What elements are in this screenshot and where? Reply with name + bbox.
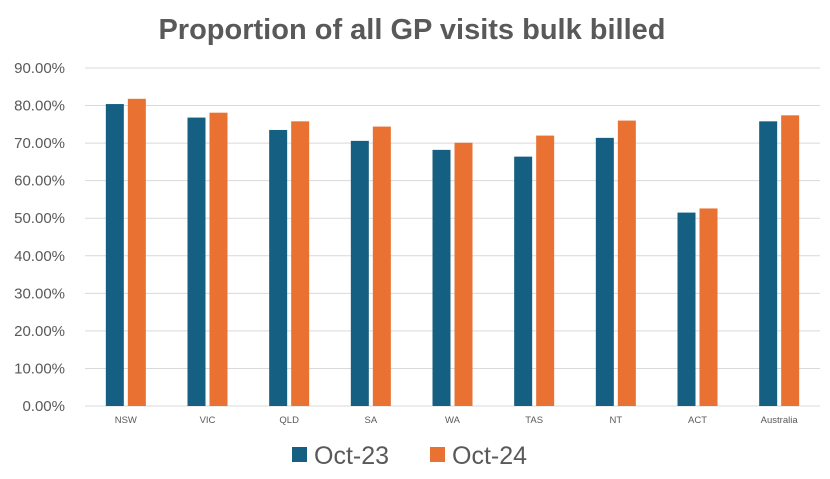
x-tick-label: VIC (200, 415, 216, 426)
legend-swatch-oct-24 (430, 447, 445, 462)
y-tick-label: 40.00% (14, 248, 65, 265)
bar-qld-oct-24 (291, 121, 310, 406)
y-tick-label: 0.00% (22, 398, 65, 415)
legend-label-oct-24: Oct-24 (452, 442, 527, 470)
legend-swatch-oct-23 (292, 447, 307, 462)
bar-qld-oct-23 (269, 129, 288, 406)
bar-nt-oct-24 (617, 120, 636, 407)
bar-act-oct-23 (677, 212, 696, 406)
y-tick-label: 60.00% (14, 173, 65, 190)
bar-vic-oct-23 (187, 117, 206, 406)
bar-sa-oct-23 (350, 140, 369, 406)
legend-label-oct-23: Oct-23 (314, 442, 389, 470)
y-axis-tick-labels: 0.00% 10.00% 20.00% 30.00% 40.00% 50.00% 60.00… (14, 60, 65, 415)
y-tick-label: 80.00% (14, 98, 65, 115)
bars (105, 98, 800, 407)
x-tick-label: TAS (525, 415, 543, 426)
y-tick-label: 90.00% (14, 60, 65, 77)
bar-wa-oct-24 (454, 142, 473, 407)
bar-vic-oct-24 (209, 112, 228, 407)
x-tick-label: SA (364, 415, 377, 426)
y-tick-label: 10.00% (14, 360, 65, 377)
x-axis-tick-labels: NSW VIC QLD SA WA TAS NT ACT Australia (115, 415, 799, 426)
bar-australia-oct-23 (759, 121, 778, 406)
bar-sa-oct-24 (372, 126, 391, 406)
x-tick-label: Australia (761, 415, 799, 426)
y-tick-label: 30.00% (14, 285, 65, 302)
chart-title: Proportion of all GP visits bulk billed (158, 14, 665, 46)
bar-australia-oct-24 (781, 115, 800, 406)
x-tick-label: QLD (279, 415, 299, 426)
x-tick-label: NT (609, 415, 622, 426)
bar-nsw-oct-24 (127, 98, 146, 406)
bar-nt-oct-23 (595, 137, 614, 406)
x-tick-label: WA (445, 415, 461, 426)
x-tick-label: ACT (688, 415, 707, 426)
y-tick-label: 50.00% (14, 210, 65, 227)
gridlines (85, 67, 820, 407)
bar-wa-oct-23 (432, 149, 451, 407)
x-tick-label: NSW (115, 415, 137, 426)
bar-tas-oct-23 (514, 156, 533, 406)
legend: Oct-23 Oct-24 (292, 442, 527, 470)
bar-nsw-oct-23 (105, 104, 124, 406)
bar-tas-oct-24 (536, 135, 555, 406)
y-tick-label: 20.00% (14, 323, 65, 340)
y-tick-label: 70.00% (14, 135, 65, 152)
bar-act-oct-24 (699, 208, 718, 406)
